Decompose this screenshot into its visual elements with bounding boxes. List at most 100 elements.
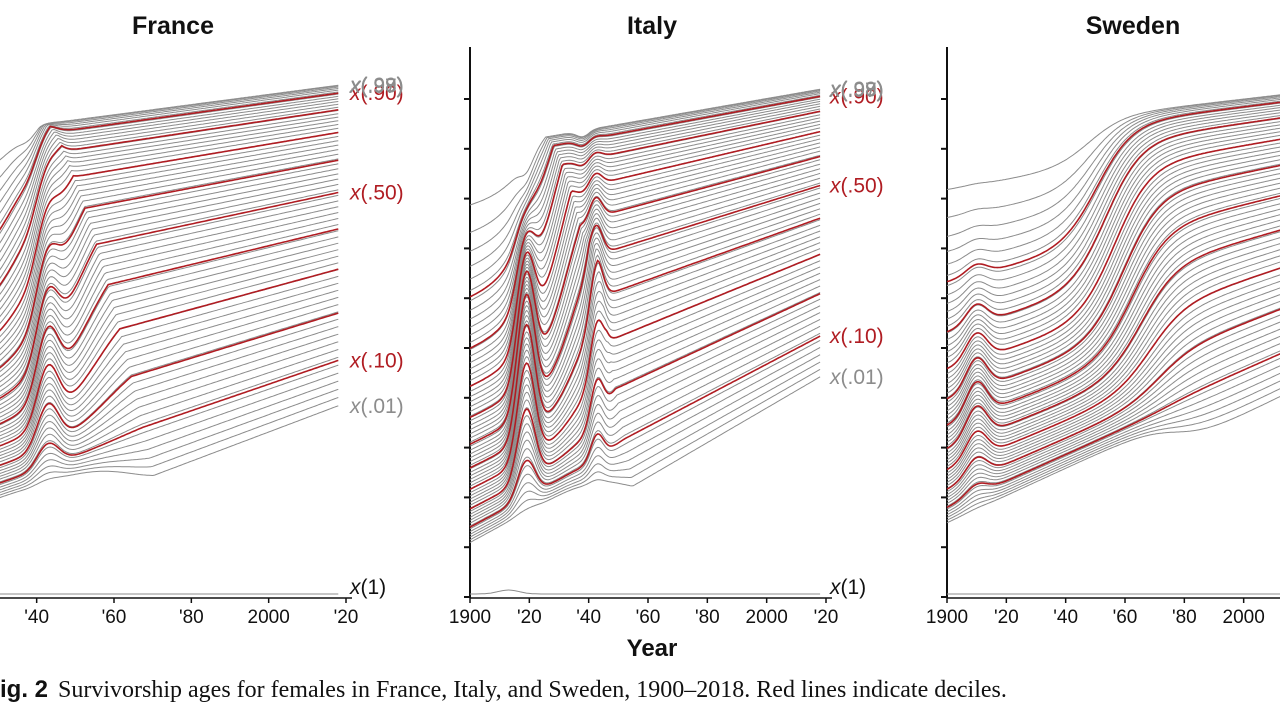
decile-curve <box>469 155 821 419</box>
quantile-curve <box>469 91 821 267</box>
decile-curve <box>0 312 339 467</box>
x-tick-label: '60 <box>636 607 661 628</box>
quantile-curve <box>946 159 1280 394</box>
quantile-curve <box>469 134 821 392</box>
decile-curve <box>946 117 1280 333</box>
x-tick-label: '20 <box>814 607 839 628</box>
quantile-curve <box>0 224 339 422</box>
decile-curve <box>469 335 821 528</box>
quantile-curve <box>469 266 821 497</box>
quantile-curve <box>0 218 339 418</box>
x-tick-label: '40 <box>576 607 601 628</box>
quantile-curve <box>0 356 339 483</box>
quantile-curve <box>469 117 821 364</box>
quantile-curve <box>0 88 339 203</box>
quantile-curve <box>946 192 1280 424</box>
decile-curve <box>946 138 1280 370</box>
quantile-curve <box>0 380 339 491</box>
quantile-curve <box>946 163 1280 399</box>
panel-france: France '40 '60 '80 2000 '20 x(.01) x(.10) x(.50)… <box>0 12 404 628</box>
quantile-curve <box>469 298 821 512</box>
quantile-curve <box>469 197 821 455</box>
x-tick-label: 1900 <box>926 607 968 628</box>
x-tick-label: 1900 <box>449 607 491 628</box>
quantile-curve <box>946 357 1280 510</box>
decile-curve <box>946 101 1280 283</box>
quantile-curve <box>0 140 339 344</box>
quantile-curve <box>946 365 1280 513</box>
quantile-curve <box>0 149 339 356</box>
quantile-curve <box>0 318 339 469</box>
quantile-curve <box>469 182 821 443</box>
quantile-curve <box>0 230 339 426</box>
quantile-curve <box>469 105 821 336</box>
quantile-curve <box>469 123 821 376</box>
quantile-curve <box>946 380 1280 518</box>
quantile-curve <box>469 108 821 343</box>
curve-label: x(.01) <box>829 366 884 389</box>
quantile-curve <box>469 279 821 503</box>
quantile-curve <box>946 187 1280 420</box>
quantile-curve <box>469 332 821 527</box>
quantile-curve <box>469 94 821 291</box>
quantile-curve <box>0 372 339 488</box>
quantile-curve <box>946 208 1280 436</box>
quantile-curve <box>469 305 821 515</box>
x-tick-label: '80 <box>695 607 720 628</box>
quantile-curve <box>469 213 821 466</box>
quantile-curve <box>469 312 821 518</box>
quantile-curve <box>946 177 1280 412</box>
max-curve <box>470 589 821 595</box>
quantile-curve <box>0 163 339 373</box>
curve-label: x(.98) <box>349 75 404 98</box>
quantile-curve <box>946 109 1280 312</box>
quantile-curve <box>0 86 339 192</box>
quantile-curve <box>946 97 1280 252</box>
quantile-curve <box>469 224 821 473</box>
quantile-curve <box>0 85 339 178</box>
x-tick-label: '80 <box>179 607 204 628</box>
panel-italy: Italy 1900 '20 '40 '60 '80 2000 '20 Year x(.01) x(… <box>449 12 884 662</box>
decile-curve <box>0 159 339 369</box>
quantile-curve <box>469 260 821 494</box>
x-tick-label: '60 <box>1113 607 1138 628</box>
quantile-curve <box>469 285 821 506</box>
panel-title: France <box>132 12 214 40</box>
decile-curve <box>469 95 821 298</box>
x-tick-label: 2000 <box>746 607 788 628</box>
quantile-curve <box>946 100 1280 276</box>
x-tick-label: '40 <box>1053 607 1078 628</box>
quantile-curve <box>0 178 339 388</box>
quantile-curve <box>0 144 339 350</box>
curve-label: x(.90) <box>829 85 884 108</box>
quantile-curve <box>469 159 821 422</box>
quantile-curve <box>469 172 821 435</box>
panel-title: Italy <box>627 12 677 40</box>
quantile-curve <box>469 168 821 431</box>
decile-curve <box>946 164 1280 400</box>
curve-label: x(.50) <box>829 175 884 198</box>
quantile-curve <box>946 243 1280 457</box>
quantile-curve <box>0 95 339 244</box>
decile-curve <box>0 92 339 231</box>
quantile-curve <box>946 314 1280 493</box>
quantile-curve <box>0 304 339 463</box>
x-axis-label: Year <box>627 635 678 662</box>
quantile-curve <box>469 347 821 533</box>
quantile-curve <box>946 112 1280 320</box>
decile-curve <box>946 267 1280 471</box>
quantile-curve <box>946 287 1280 480</box>
quantile-curve <box>0 123 339 318</box>
quantile-curve <box>0 262 339 444</box>
x-tick-label: '40 <box>24 607 49 628</box>
decile-curve <box>946 229 1280 450</box>
quantile-curve <box>0 326 339 472</box>
quantile-curve <box>946 127 1280 353</box>
panel-title: Sweden <box>1086 12 1180 40</box>
quantile-curve <box>0 282 339 453</box>
quantile-curve <box>469 361 821 538</box>
quantile-curve <box>946 214 1280 439</box>
quantile-curve <box>469 208 821 463</box>
decile-curve <box>946 353 1280 509</box>
quantile-curve <box>946 335 1280 501</box>
